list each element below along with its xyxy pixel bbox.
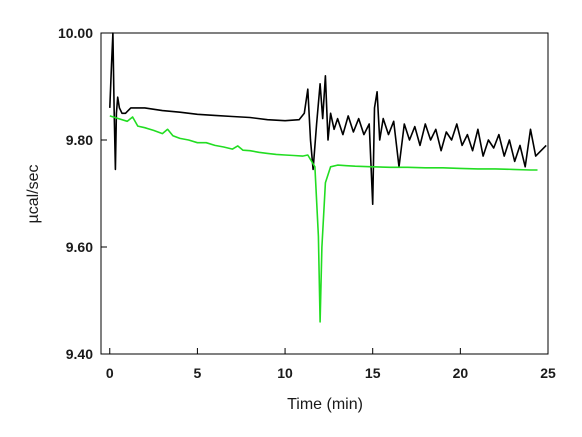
- x-tick-label: 0: [106, 365, 114, 381]
- y-tick-label: 9.40: [66, 346, 93, 362]
- y-axis: 9.40 9.60 9.80 10.00: [58, 25, 107, 362]
- x-tick-label: 5: [194, 365, 202, 381]
- y-tick-label: 10.00: [58, 25, 93, 41]
- series-2-line: [109, 115, 538, 323]
- plot-frame: [100, 32, 549, 355]
- x-axis: 0 5 10 15 20 25: [106, 348, 556, 381]
- x-axis-title: Time (min): [287, 396, 363, 413]
- x-tick-label: 10: [277, 365, 293, 381]
- x-tick-label: 25: [540, 365, 556, 381]
- x-tick-label: 20: [453, 365, 469, 381]
- series-layer: [109, 32, 547, 323]
- x-tick-label: 15: [365, 365, 381, 381]
- y-tick-label: 9.60: [66, 239, 93, 255]
- series-1-line: [109, 32, 547, 205]
- y-tick-label: 9.80: [66, 132, 93, 148]
- y-axis-title: µcal/sec: [25, 164, 42, 223]
